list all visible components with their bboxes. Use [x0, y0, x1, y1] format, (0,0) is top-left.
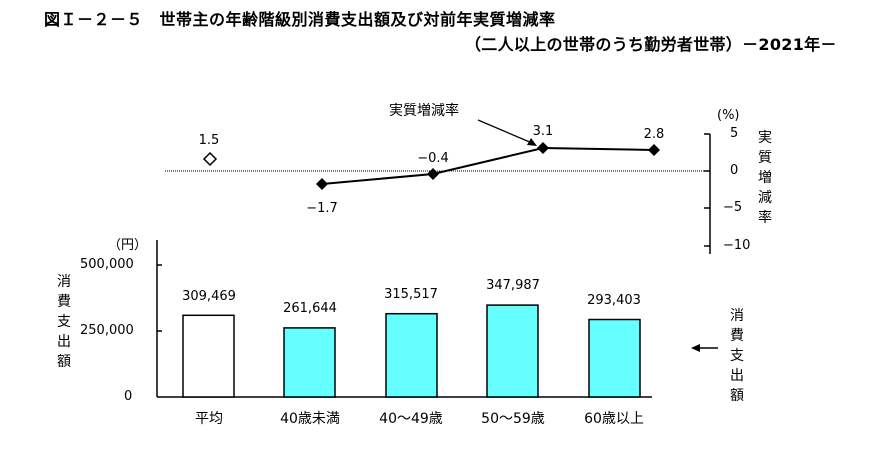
category-label: 40歳未満 [280, 411, 340, 427]
rate-label: 2.8 [643, 127, 665, 142]
arrow-icon [691, 344, 700, 352]
rate-tick: −10 [723, 238, 751, 253]
chart-subtitle: （二人以上の世帯のうち勤労者世帯）－2021年－ [465, 35, 837, 54]
spend-tick: 0 [124, 389, 133, 404]
rate-unit: (%) [717, 108, 740, 123]
category-label: 60歳以上 [584, 411, 644, 427]
bar-under-40 [283, 327, 336, 398]
rate-tick: −5 [723, 200, 743, 215]
rate-callout: 実質増減率 [389, 103, 459, 119]
bar-value-label: 315,517 [384, 287, 438, 302]
marker-diamond [648, 144, 660, 156]
rate-label: 1.5 [198, 133, 220, 148]
bar-value-label: 347,987 [486, 278, 540, 293]
marker-diamond [316, 178, 328, 190]
marker-diamond [537, 142, 549, 154]
bar-50-59 [486, 304, 539, 398]
spend-tick: 250,000 [80, 323, 134, 338]
rate-label: −0.4 [417, 151, 449, 166]
rate-tick: 0 [730, 163, 739, 178]
rate-line [321, 146, 655, 185]
category-label: 50〜59歳 [481, 411, 545, 427]
spend-axis-title: 消費支出額 [57, 274, 71, 370]
arrow-icon [527, 138, 537, 146]
spend-callout: 消費支出額 [730, 308, 744, 404]
bar-60-plus [588, 318, 641, 398]
bar-value-label: 309,469 [182, 289, 236, 304]
rate-tick: 5 [730, 126, 739, 141]
bar-value-label: 293,403 [587, 293, 641, 308]
bar-value-label: 261,644 [283, 301, 337, 316]
rate-label: −1.7 [306, 201, 338, 216]
marker-diamond [427, 168, 439, 180]
category-label: 平均 [195, 411, 223, 427]
marker-hollow-diamond [202, 151, 218, 167]
category-label: 40〜49歳 [379, 411, 443, 427]
spend-unit: （円） [108, 238, 148, 253]
rate-axis-title: 実質増減率 [758, 130, 772, 226]
bar-40-49 [385, 312, 438, 398]
chart-title: 図Ｉ－２－５ 世帯主の年齢階級別消費支出額及び対前年実質増減率 [44, 10, 556, 29]
rate-label: 3.1 [532, 124, 554, 139]
spend-tick: 500,000 [80, 257, 134, 272]
bar-average [182, 314, 235, 398]
